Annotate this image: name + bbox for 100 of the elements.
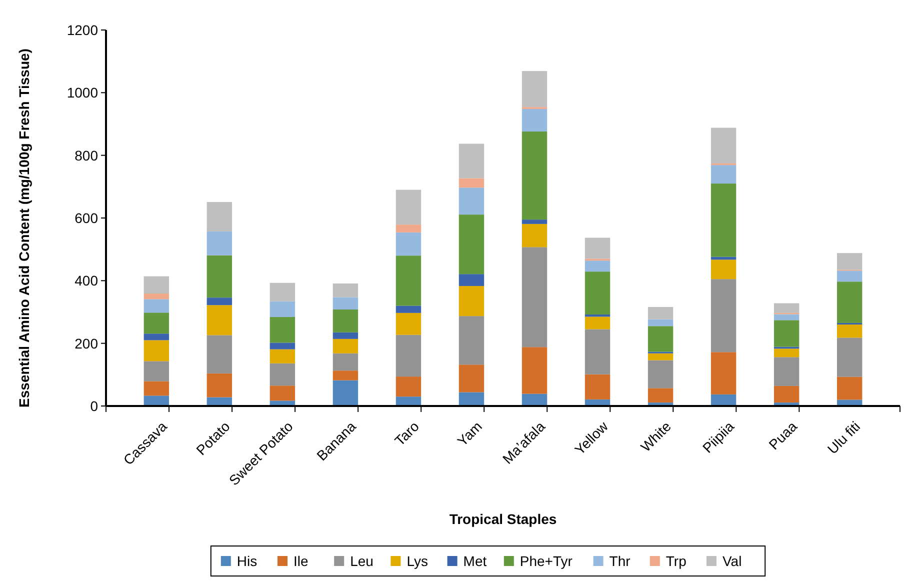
bar (584, 260, 610, 272)
y-tick-label: 600 (74, 210, 98, 226)
bar (458, 286, 484, 316)
y-tick-label: 1200 (66, 22, 98, 38)
bar (584, 316, 610, 330)
legend-label: Val (722, 553, 742, 569)
bar (144, 340, 170, 362)
bar (458, 188, 484, 215)
bar (332, 309, 358, 332)
bar (144, 312, 170, 334)
bar (836, 376, 862, 400)
bar (396, 224, 422, 232)
y-tick-label: 800 (74, 147, 98, 164)
bar (396, 396, 422, 406)
legend-label: Lys (406, 553, 428, 569)
bar (458, 364, 484, 392)
bar (206, 255, 232, 298)
bar (522, 220, 548, 224)
x-tick-label: Taro (391, 418, 422, 449)
bar (332, 297, 358, 310)
bar (648, 388, 674, 403)
bar (774, 303, 800, 313)
bar (458, 316, 484, 365)
y-tick-label: 0 (90, 398, 98, 414)
bar (648, 306, 674, 320)
bar (836, 282, 862, 323)
bar (144, 276, 170, 294)
bar (584, 272, 610, 315)
bar (584, 329, 610, 374)
bar (332, 332, 358, 339)
bar (774, 348, 800, 358)
bar (710, 165, 736, 184)
bar (144, 381, 170, 396)
bar (270, 363, 296, 386)
bar (836, 324, 862, 338)
bar (332, 380, 358, 406)
x-axis-title: Tropical Staples (449, 511, 557, 527)
bar (522, 71, 548, 108)
bar (584, 374, 610, 400)
bar (648, 360, 674, 388)
bar (710, 394, 736, 406)
bar (648, 326, 674, 352)
bar (396, 334, 422, 377)
bar (458, 214, 484, 274)
bar (206, 202, 232, 232)
bar (710, 184, 736, 257)
bar (522, 108, 548, 132)
legend-label: Phe+Tyr (520, 553, 573, 569)
bar (710, 128, 736, 164)
bar (458, 274, 484, 286)
legend-label: Thr (609, 553, 631, 569)
bar (206, 298, 232, 306)
bar (396, 190, 422, 225)
bar (396, 312, 422, 335)
bar (522, 347, 548, 394)
bar (332, 353, 358, 371)
y-axis-title: Essential Amino Acid Content (mg/100g Fresh Tissue) (16, 48, 32, 408)
legend-label: His (236, 553, 258, 569)
bar (648, 319, 674, 326)
x-tick-label: Yam (454, 418, 485, 450)
bar (396, 306, 422, 313)
bar (206, 373, 232, 398)
bar (206, 397, 232, 406)
bar (206, 305, 232, 336)
bar (710, 260, 736, 280)
legend-label: Met (463, 553, 487, 569)
bar (774, 386, 800, 403)
bar (522, 224, 548, 248)
bar (144, 294, 170, 300)
bar (396, 232, 422, 256)
legend-label: Leu (350, 553, 374, 569)
bar (774, 320, 800, 347)
y-tick-label: 1000 (66, 84, 98, 101)
bar (144, 361, 170, 382)
bar (458, 178, 484, 188)
bar (458, 144, 484, 178)
bar (648, 353, 674, 360)
bar (332, 370, 358, 380)
y-tick-label: 400 (74, 272, 98, 289)
bar (332, 283, 358, 298)
bar (270, 349, 296, 364)
x-tick-label: Ulu fiti (824, 418, 864, 457)
bar (332, 338, 358, 354)
bar (206, 335, 232, 374)
bar (270, 386, 296, 401)
bar (270, 301, 296, 318)
bar (458, 392, 484, 406)
y-tick-label: 200 (74, 335, 98, 352)
legend-label: Trp (666, 553, 687, 569)
bar (836, 270, 862, 282)
bar (522, 247, 548, 348)
bar (144, 396, 170, 406)
legend-label: Ile (294, 553, 308, 569)
bar (144, 334, 170, 340)
bar (396, 376, 422, 397)
bar (774, 314, 800, 320)
bar (270, 282, 296, 302)
bar (270, 342, 296, 350)
bar (206, 231, 232, 256)
bar (396, 256, 422, 306)
